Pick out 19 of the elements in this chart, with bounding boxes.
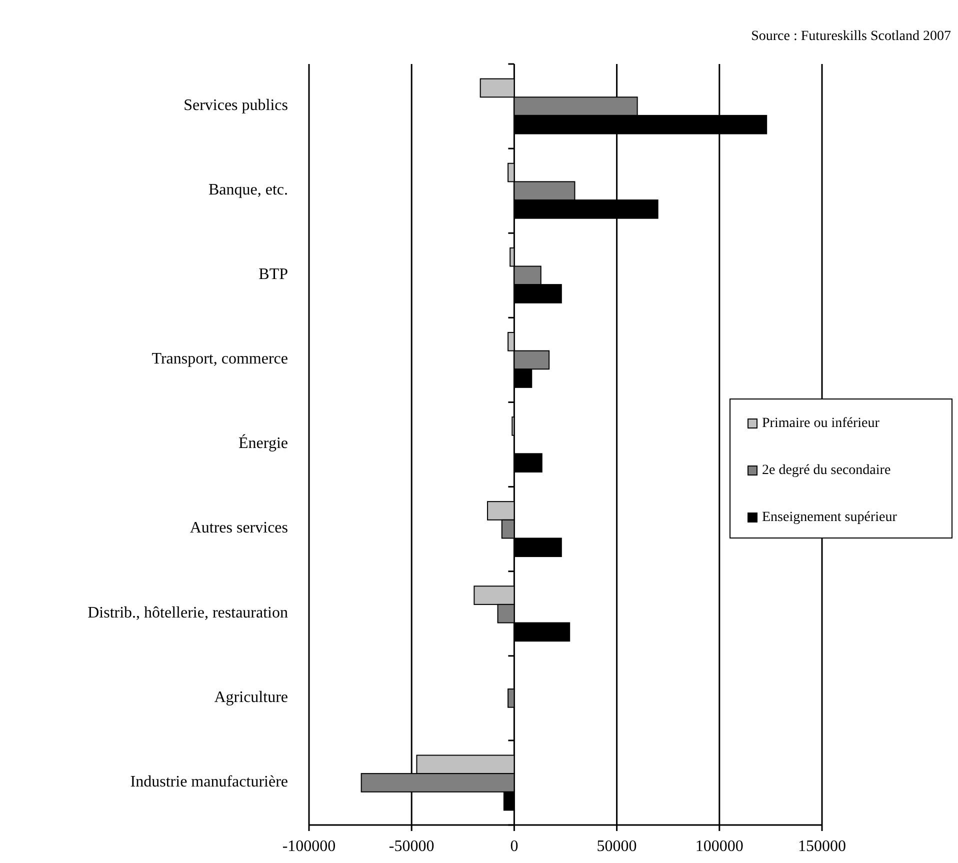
y-tick-label: Énergie	[238, 434, 288, 452]
y-tick-label: Autres services	[190, 520, 288, 537]
x-tick-label: -100000	[282, 838, 336, 855]
x-tick-label: 50000	[596, 838, 637, 855]
x-tick-label: 100000	[695, 838, 744, 855]
source-note: Source : Futureskills Scotland 2007	[751, 29, 951, 44]
x-tick-label: -50000	[388, 838, 434, 855]
y-tick-label: Distrib., hôtellerie, restauration	[88, 604, 288, 622]
legend-label: 2e degré du secondaire	[762, 463, 891, 478]
y-tick-label: Industrie manufacturière	[130, 773, 288, 790]
y-tick-label: Transport, commerce	[152, 350, 288, 368]
legend-label: Primaire ou inférieur	[762, 416, 880, 432]
x-tick-label: 150000	[798, 838, 846, 855]
y-tick-label: Services publics	[184, 96, 288, 114]
legend-label: Enseignement supérieur	[762, 510, 898, 526]
y-tick-label: BTP	[258, 266, 288, 284]
x-tick-label: 0	[510, 838, 518, 855]
y-tick-label: Banque, etc.	[208, 182, 288, 199]
y-tick-label: Agriculture	[214, 688, 288, 706]
